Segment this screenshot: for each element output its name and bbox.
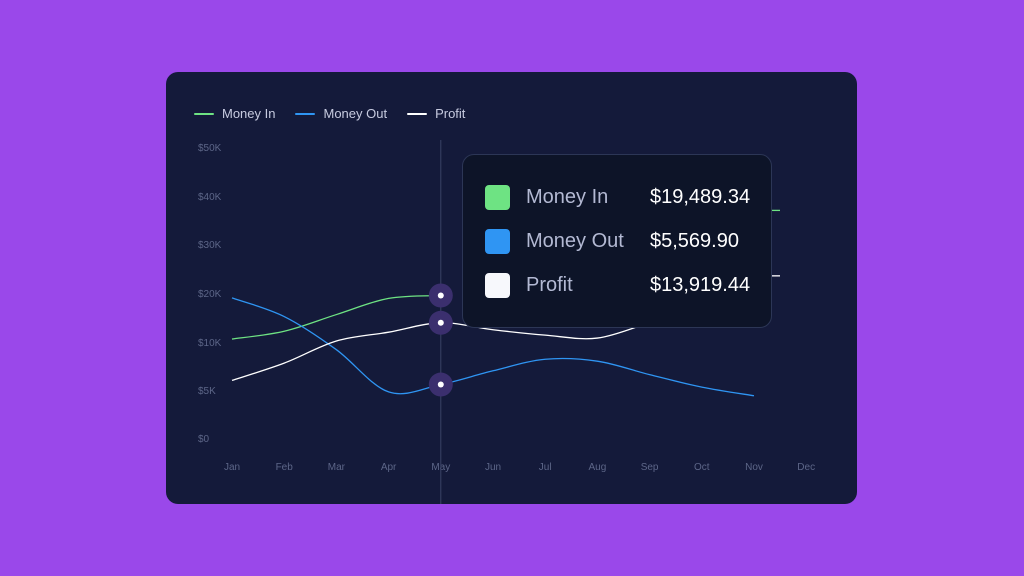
data-tooltip: Money In $19,489.34 Money Out $5,569.90 … [462,154,772,328]
tooltip-label-profit: Profit [526,274,573,296]
x-tick-label: Oct [694,462,710,473]
y-tick-label: $40K [198,192,222,203]
tooltip-swatch-money-out [485,229,510,254]
chart-card: $0 $5K $10K $20K $30K $40K $50K Jan Feb Mar Apr May… [166,72,857,504]
tooltip-value-profit: $13,919.44 [650,274,751,296]
x-tick-label: Jan [224,462,240,473]
y-tick-label: $20K [198,289,222,300]
legend-swatch-profit [407,112,428,115]
tooltip-value-money-in: $19,489.34 [650,186,751,208]
legend-swatch-money-out [295,112,316,115]
legend: Money In Money Out Profit [194,106,465,121]
x-tick-label: Jun [485,462,501,473]
y-tick-label: $0 [198,434,210,445]
tooltip-label-money-out: Money Out [526,230,624,252]
x-tick-label: Feb [276,462,294,473]
tooltip-row-money-out: Money Out $5,569.90 [485,229,751,254]
legend-item-money-out[interactable]: Money Out [295,106,387,121]
x-tick-label: Jul [539,462,552,473]
data-point[interactable] [437,319,444,326]
series-line-money-out [231,297,755,397]
y-tick-label: $50K [198,143,222,154]
data-point[interactable] [437,292,444,299]
data-point[interactable] [437,381,444,388]
tooltip-row-money-in: Money In $19,489.34 [485,185,751,210]
x-tick-label: Mar [328,462,346,473]
legend-label-profit: Profit [435,106,466,121]
x-tick-label: Apr [381,462,397,473]
legend-label-money-in: Money In [222,106,276,121]
legend-label-money-out: Money Out [323,106,388,121]
legend-item-money-in[interactable]: Money In [194,106,275,121]
x-tick-label: Sep [641,462,659,473]
tooltip-row-profit: Profit $13,919.44 [485,273,751,298]
y-tick-label: $10K [198,338,222,349]
series-line-money-in [231,294,441,340]
tooltip-value-money-out: $5,569.90 [650,230,739,252]
legend-swatch-money-in [194,112,214,115]
legend-item-profit[interactable]: Profit [407,106,465,121]
tooltip-label-money-in: Money In [526,186,609,208]
tooltip-swatch-profit [485,273,510,298]
tooltip-swatch-money-in [485,185,510,210]
y-tick-label: $30K [198,240,222,251]
x-tick-label: Aug [589,462,607,473]
x-tick-label: Dec [797,462,815,473]
x-tick-label: Nov [745,462,763,473]
y-tick-label: $5K [198,386,216,397]
